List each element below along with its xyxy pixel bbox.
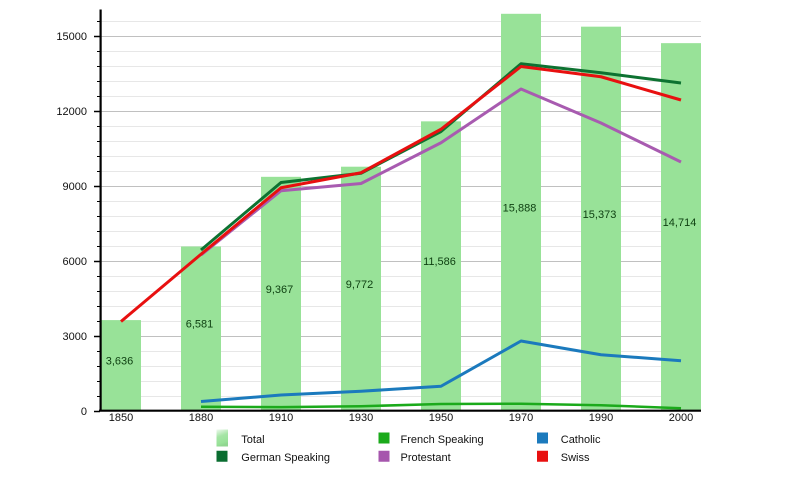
svg-text:11,586: 11,586 (423, 256, 456, 268)
svg-text:15000: 15000 (56, 31, 87, 43)
svg-text:Swiss: Swiss (561, 452, 590, 464)
svg-text:1990: 1990 (589, 412, 613, 424)
svg-text:6000: 6000 (63, 256, 87, 268)
svg-text:1850: 1850 (109, 412, 133, 424)
svg-text:12000: 12000 (56, 106, 87, 118)
svg-text:1950: 1950 (429, 412, 453, 424)
svg-text:15,373: 15,373 (583, 209, 617, 221)
svg-text:0: 0 (81, 406, 87, 418)
svg-text:9,772: 9,772 (346, 279, 374, 291)
svg-text:3,636: 3,636 (106, 356, 134, 368)
svg-text:1930: 1930 (349, 412, 373, 424)
svg-text:German Speaking: German Speaking (241, 452, 330, 464)
svg-text:Total: Total (241, 434, 264, 446)
svg-text:French Speaking: French Speaking (401, 434, 484, 446)
svg-text:1910: 1910 (269, 412, 293, 424)
svg-text:2000: 2000 (669, 412, 693, 424)
svg-text:6,581: 6,581 (186, 319, 214, 331)
svg-text:9000: 9000 (63, 181, 87, 193)
svg-text:3000: 3000 (63, 331, 87, 343)
svg-text:9,367: 9,367 (266, 284, 294, 296)
svg-text:1970: 1970 (509, 412, 533, 424)
svg-text:15,888: 15,888 (503, 202, 537, 214)
svg-text:1880: 1880 (189, 412, 213, 424)
svg-text:14,714: 14,714 (663, 217, 697, 229)
svg-text:Catholic: Catholic (561, 434, 601, 446)
svg-text:Protestant: Protestant (401, 452, 451, 464)
